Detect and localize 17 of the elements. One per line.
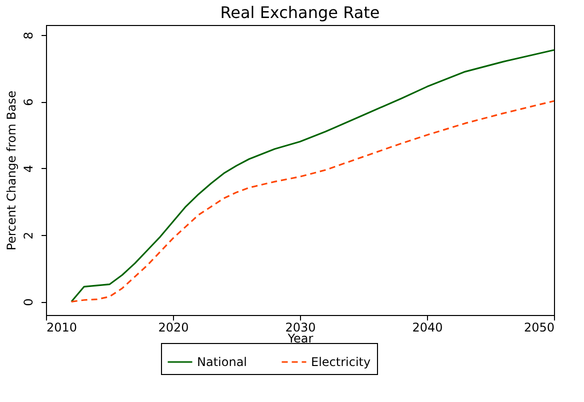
y-axis-title: Percent Change from Base (4, 90, 18, 250)
x-tick-label: 2040 (412, 320, 443, 334)
legend-label: National (197, 355, 248, 369)
x-tick-label: 2010 (46, 320, 78, 334)
x-tick-label: 2030 (285, 320, 316, 334)
y-tick-label: 0 (22, 298, 36, 306)
chart-title: Real Exchange Rate (220, 3, 380, 22)
y-tick-label: 2 (22, 232, 36, 240)
y-tick-label: 8 (22, 32, 36, 40)
x-tick-label: 2050 (524, 320, 554, 334)
legend-label: Electricity (311, 355, 371, 369)
x-tick-label: 2020 (158, 320, 189, 334)
x-axis-title: Year (286, 332, 314, 346)
line-series (70, 49, 555, 302)
y-tick-label: 4 (22, 165, 36, 173)
y-tick-label: 6 (22, 98, 36, 106)
line-series (70, 100, 555, 302)
